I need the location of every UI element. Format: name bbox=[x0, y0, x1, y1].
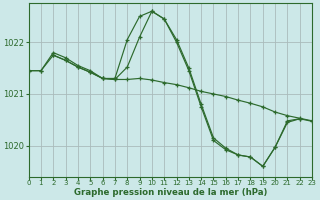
X-axis label: Graphe pression niveau de la mer (hPa): Graphe pression niveau de la mer (hPa) bbox=[74, 188, 267, 197]
